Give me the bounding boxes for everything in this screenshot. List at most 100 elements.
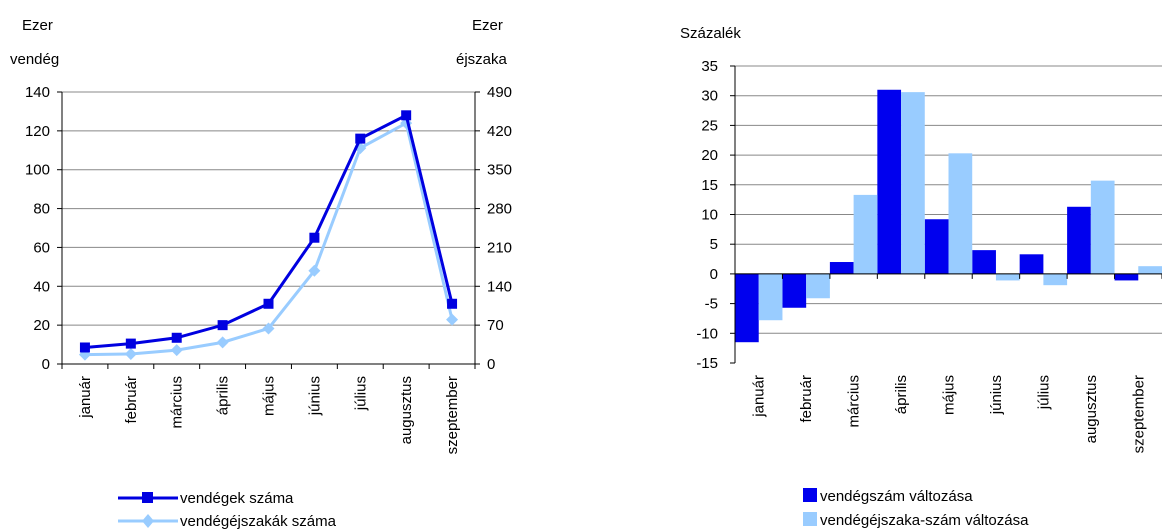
legend-label-nights-change: vendégéjszaka-szám változása xyxy=(820,512,1029,529)
x-tick-labels: január február március április május június jú… xyxy=(751,375,1148,453)
bar xyxy=(1067,206,1091,274)
data-point-diamond xyxy=(170,344,183,357)
left-axis-label-line1: Ezer xyxy=(22,17,53,34)
bar xyxy=(972,250,996,274)
legend-label-guests-change: vendégszám változása xyxy=(820,488,973,505)
x-tick-label: június xyxy=(306,376,323,416)
y-tick-label: 15 xyxy=(701,177,718,194)
right-tick-label: 490 xyxy=(487,84,512,101)
y-tick-label: 5 xyxy=(710,236,718,253)
left-tick-label: 20 xyxy=(33,317,50,334)
left-tick-label: 100 xyxy=(25,162,50,179)
x-tick-label: szeptember xyxy=(444,376,461,454)
axes xyxy=(57,91,480,369)
data-point-square xyxy=(401,110,412,121)
legend-label-nights: vendégéjszakák száma xyxy=(180,513,337,530)
axes xyxy=(730,65,1162,364)
bar xyxy=(877,89,902,274)
bars-layer xyxy=(735,89,1162,343)
gridlines xyxy=(62,91,475,326)
bar xyxy=(735,273,759,343)
bar xyxy=(1138,266,1162,274)
bar xyxy=(1043,273,1068,286)
x-tick-label: augusztus xyxy=(398,376,415,444)
series-line xyxy=(84,120,454,357)
x-tick-label: március xyxy=(169,376,186,429)
legend-marker-square xyxy=(142,492,153,503)
legend-swatch-guests-change xyxy=(803,488,817,502)
x-tick-label: augusztus xyxy=(1083,375,1100,443)
x-tick-label: április xyxy=(215,376,232,415)
left-tick-label: 120 xyxy=(25,123,50,140)
x-tick-label: február xyxy=(123,376,140,424)
bar xyxy=(901,92,925,274)
right-tick-label: 420 xyxy=(487,123,512,140)
data-point-diamond xyxy=(262,322,275,335)
x-tick-label: február xyxy=(798,375,815,423)
y-tick-label: 35 xyxy=(701,58,718,75)
right-tick-label: 350 xyxy=(487,162,512,179)
bar xyxy=(758,273,783,321)
bar xyxy=(995,273,1020,281)
data-point-square xyxy=(217,320,228,331)
legend-label-guests: vendégek száma xyxy=(180,490,294,507)
data-point-diamond xyxy=(124,348,137,361)
y-tick-label: -15 xyxy=(696,355,718,372)
right-tick-label: 140 xyxy=(487,278,512,295)
data-point-square xyxy=(171,332,182,343)
bar xyxy=(829,262,854,274)
right-tick-label: 280 xyxy=(487,201,512,218)
data-point-square xyxy=(447,298,458,309)
right-axis-label-line1: Ezer xyxy=(472,17,503,34)
x-tick-label: szeptember xyxy=(1130,375,1147,453)
x-tick-label: január xyxy=(77,376,94,419)
line-chart: Ezer vendég Ezer éjszaka 0 20 40 60 80 100 120… xyxy=(10,17,512,530)
left-tick-label: 40 xyxy=(33,278,50,295)
bar xyxy=(853,194,878,274)
legend-marker-diamond xyxy=(142,514,154,528)
right-tick-label: 70 xyxy=(487,317,504,334)
data-point-diamond xyxy=(216,336,229,349)
x-tick-label: június xyxy=(988,375,1005,415)
bar-chart: Százalék -15 -10 -5 0 5 10 15 20 25 30 35 január fe… xyxy=(680,25,1162,529)
data-point-square xyxy=(125,338,136,349)
x-tick-label: március xyxy=(846,375,863,428)
bar xyxy=(948,153,973,274)
left-tick-label: 60 xyxy=(33,239,50,256)
y-tick-label: 30 xyxy=(701,88,718,105)
right-axis-label-line2: éjszaka xyxy=(456,51,508,68)
y-tick-label: -10 xyxy=(696,325,718,342)
bar xyxy=(782,273,807,308)
left-tick-label: 140 xyxy=(25,84,50,101)
x-tick-labels: január február március április május június jú… xyxy=(77,376,461,454)
legend: vendégszám változása vendégéjszaka-szám … xyxy=(803,488,1029,529)
right-tick-label: 210 xyxy=(487,239,512,256)
x-tick-label: május xyxy=(941,375,958,415)
bar xyxy=(1090,180,1115,274)
x-tick-label: július xyxy=(1035,375,1052,410)
data-point-square xyxy=(355,133,366,144)
bar xyxy=(806,273,830,299)
x-tick-label: április xyxy=(893,375,910,414)
y-tick-label: -5 xyxy=(705,296,718,313)
y-tick-label: 10 xyxy=(701,207,718,224)
series-layer xyxy=(78,110,459,361)
y-tick-labels: -15 -10 -5 0 5 10 15 20 25 30 35 xyxy=(696,58,718,372)
bar xyxy=(924,219,949,274)
left-axis-label-line2: vendég xyxy=(10,51,59,68)
data-point-square xyxy=(309,232,320,243)
data-point-square xyxy=(79,342,90,353)
y-tick-label: 25 xyxy=(701,117,718,134)
right-tick-label: 0 xyxy=(487,356,495,373)
data-point-diamond xyxy=(446,313,459,326)
data-point-diamond xyxy=(308,264,321,277)
y-axis-label: Százalék xyxy=(680,25,741,42)
x-tick-label: január xyxy=(751,375,768,418)
bar xyxy=(1114,273,1139,281)
y-tick-label: 0 xyxy=(710,266,718,283)
x-tick-label: május xyxy=(261,376,278,416)
right-tick-labels: 0 70 140 210 280 350 420 490 xyxy=(487,84,512,373)
left-tick-labels: 0 20 40 60 80 100 120 140 xyxy=(25,84,50,373)
left-tick-label: 0 xyxy=(42,356,50,373)
